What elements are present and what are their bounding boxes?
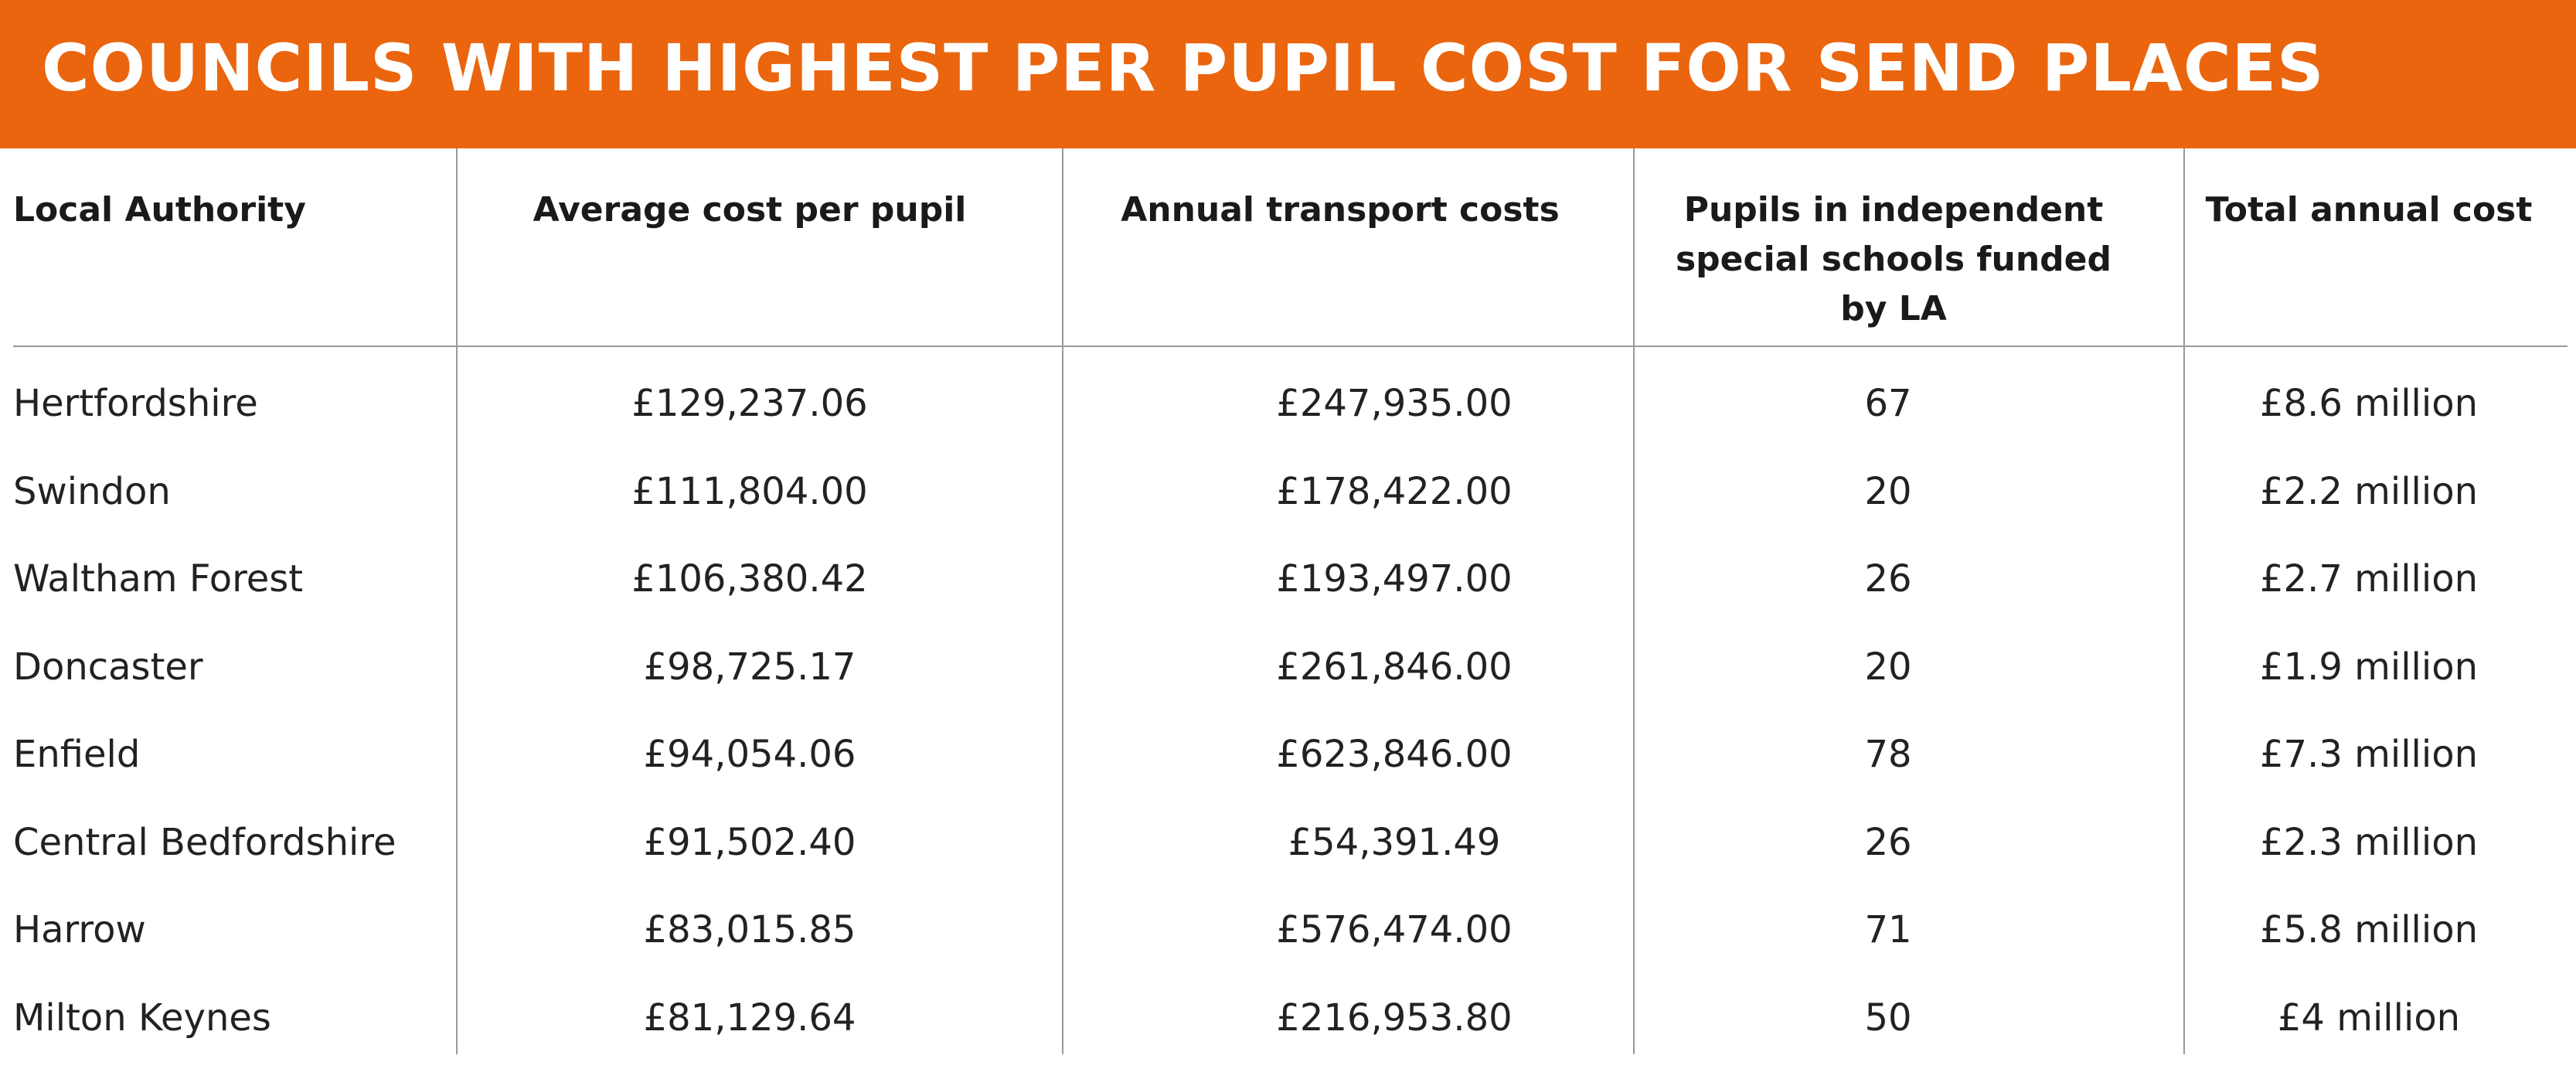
cell-annual-transport-costs: £178,422.00 (1276, 470, 1513, 513)
cell-average-cost-per-pupil: £129,237.06 (631, 382, 868, 425)
column-divider (1633, 148, 1635, 1054)
header-annual-transport-costs: Annual transport costs (1121, 190, 1560, 230)
cell-annual-transport-costs: £261,846.00 (1276, 645, 1513, 689)
cell-local-authority: Harrow (13, 908, 146, 951)
cell-total-annual-cost: £7.3 million (2259, 733, 2479, 776)
cell-pupils-independent: 50 (1864, 996, 1912, 1040)
cell-total-annual-cost: £2.2 million (2259, 470, 2479, 513)
cell-pupils-independent: 20 (1864, 470, 1912, 513)
cell-pupils-independent: 20 (1864, 645, 1912, 689)
cell-average-cost-per-pupil: £83,015.85 (643, 908, 856, 951)
table-title: COUNCILS WITH HIGHEST PER PUPIL COST FOR… (42, 30, 2325, 106)
cell-local-authority: Doncaster (13, 645, 203, 689)
cell-pupils-independent: 71 (1864, 908, 1912, 951)
cell-annual-transport-costs: £216,953.80 (1276, 996, 1513, 1040)
cell-total-annual-cost: £5.8 million (2259, 908, 2479, 951)
cell-total-annual-cost: £2.7 million (2259, 557, 2479, 601)
cell-local-authority: Swindon (13, 470, 171, 513)
cell-local-authority: Milton Keynes (13, 996, 271, 1040)
header-pupils-independent-special-schools: Pupils in independent special schools fu… (1675, 190, 2112, 328)
cell-annual-transport-costs: £193,497.00 (1276, 557, 1513, 601)
cell-average-cost-per-pupil: £106,380.42 (631, 557, 868, 601)
cell-pupils-independent: 78 (1864, 733, 1912, 776)
header-average-cost-per-pupil: Average cost per pupil (533, 190, 967, 230)
cell-pupils-independent: 26 (1864, 557, 1912, 601)
column-divider (456, 148, 458, 1054)
cell-local-authority: Hertfordshire (13, 382, 258, 425)
cell-annual-transport-costs: £623,846.00 (1276, 733, 1513, 776)
cell-total-annual-cost: £2.3 million (2259, 821, 2479, 864)
cell-average-cost-per-pupil: £91,502.40 (643, 821, 856, 864)
cell-annual-transport-costs: £54,391.49 (1288, 821, 1501, 864)
cell-total-annual-cost: £4 million (2277, 996, 2461, 1040)
cell-average-cost-per-pupil: £98,725.17 (643, 645, 856, 689)
header-local-authority: Local Authority (13, 190, 306, 230)
column-divider (2183, 148, 2185, 1054)
header-total-annual-cost: Total annual cost (2205, 190, 2533, 230)
column-divider (1062, 148, 1063, 1054)
cell-average-cost-per-pupil: £94,054.06 (643, 733, 856, 776)
header-divider (13, 345, 2567, 347)
cell-total-annual-cost: £1.9 million (2259, 645, 2479, 689)
cell-annual-transport-costs: £576,474.00 (1276, 908, 1513, 951)
cell-average-cost-per-pupil: £81,129.64 (643, 996, 856, 1040)
cell-local-authority: Waltham Forest (13, 557, 304, 601)
cell-annual-transport-costs: £247,935.00 (1276, 382, 1513, 425)
cell-total-annual-cost: £8.6 million (2259, 382, 2479, 425)
cell-pupils-independent: 26 (1864, 821, 1912, 864)
cell-average-cost-per-pupil: £111,804.00 (631, 470, 868, 513)
cell-local-authority: Central Bedfordshire (13, 821, 396, 864)
title-banner: COUNCILS WITH HIGHEST PER PUPIL COST FOR… (0, 0, 2576, 148)
cell-local-authority: Enfield (13, 733, 141, 776)
cell-pupils-independent: 67 (1864, 382, 1912, 425)
